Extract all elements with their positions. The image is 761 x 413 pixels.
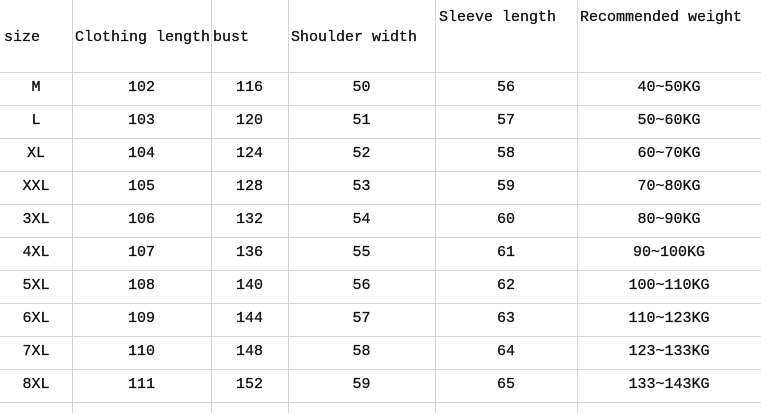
measurement: 63 [496,310,516,327]
measurement: 109 [127,310,156,327]
measurement: 59 [352,376,371,393]
measurement: 56 [352,277,371,294]
column-border [435,0,436,413]
row-border [0,303,761,304]
measurement: 90~100KG [632,244,706,261]
column-border [72,0,73,413]
row-border [0,171,761,172]
measurement: 50~60KG [637,112,701,129]
measurement: 132 [235,211,264,228]
measurement: 140 [235,277,264,294]
column-header: bust [213,29,250,46]
column-header: size [4,29,41,46]
size-label: XXL [22,178,50,195]
measurement: 133~143KG [628,376,710,393]
measurement: 50 [352,79,371,96]
size-label: 3XL [22,211,50,228]
measurement: 144 [235,310,264,327]
measurement: 136 [235,244,264,261]
size-label: M [31,79,41,96]
measurement: 110~123KG [628,310,710,327]
row-border [0,270,761,271]
column-border [211,0,212,413]
measurement: 152 [235,376,264,393]
measurement: 51 [352,112,371,129]
measurement: 52 [352,145,371,162]
measurement: 57 [352,310,371,327]
column-border [288,0,289,413]
measurement: 104 [127,145,156,162]
row-border [0,369,761,370]
row-border [0,204,761,205]
measurement: 108 [127,277,156,294]
column-border [577,0,578,413]
measurement: 120 [235,112,264,129]
measurement: 106 [127,211,156,228]
size-label: 6XL [22,310,50,327]
measurement: 124 [235,145,264,162]
size-label: 7XL [22,343,50,360]
row-border [0,138,761,139]
size-label: L [31,112,41,129]
measurement: 57 [496,112,516,129]
column-header: Shoulder width [291,29,418,46]
measurement: 60~70KG [637,145,701,162]
measurement: 62 [496,277,516,294]
size-label: 8XL [22,376,50,393]
measurement: 103 [127,112,156,129]
measurement: 59 [496,178,516,195]
measurement: 80~90KG [637,211,701,228]
row-border [0,402,761,403]
column-header: Clothing length [75,29,211,46]
measurement: 56 [496,79,516,96]
measurement: 116 [235,79,264,96]
measurement: 105 [127,178,156,195]
measurement: 107 [127,244,156,261]
measurement: 58 [352,343,371,360]
row-border [0,105,761,106]
row-border [0,72,761,73]
column-header: Sleeve length [439,9,557,26]
measurement: 54 [352,211,371,228]
size-label: 4XL [22,244,50,261]
size-label: 5XL [22,277,50,294]
measurement: 100~110KG [628,277,710,294]
measurement: 148 [235,343,264,360]
measurement: 60 [496,211,516,228]
measurement: 58 [496,145,516,162]
measurement: 110 [127,343,156,360]
measurement: 102 [127,79,156,96]
measurement: 53 [352,178,371,195]
measurement: 70~80KG [637,178,701,195]
measurement: 111 [127,376,156,393]
row-border [0,237,761,238]
size-label: XL [26,145,46,162]
measurement: 65 [496,376,516,393]
measurement: 123~133KG [628,343,710,360]
row-border [0,336,761,337]
measurement: 128 [235,178,264,195]
measurement: 40~50KG [637,79,701,96]
column-header: Recommended weight [580,9,743,26]
measurement: 64 [496,343,516,360]
measurement: 55 [352,244,371,261]
measurement: 61 [496,244,516,261]
